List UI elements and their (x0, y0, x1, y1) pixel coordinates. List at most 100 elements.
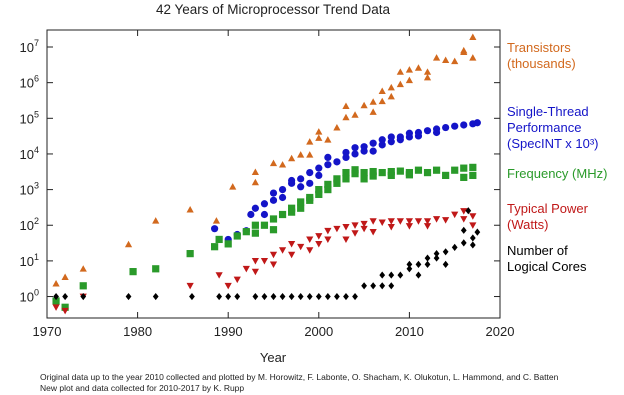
y-tick-label: 102 (20, 216, 39, 233)
point (360, 225, 368, 233)
point (269, 196, 278, 204)
point (423, 223, 432, 230)
point (229, 183, 237, 190)
point (469, 241, 476, 249)
point (315, 241, 323, 248)
point (360, 143, 368, 151)
point (269, 261, 278, 268)
point (424, 260, 431, 268)
point (465, 207, 472, 215)
point (396, 80, 404, 88)
point (211, 225, 219, 233)
legend-label: Number of Logical Cores (507, 243, 587, 274)
point (324, 180, 332, 188)
legend-label: Single-Thread Performance (SpecINT x 10³… (507, 104, 599, 151)
point (360, 168, 368, 177)
point (251, 178, 259, 186)
point (369, 172, 377, 180)
point (388, 271, 395, 279)
point (297, 175, 305, 183)
point (288, 154, 296, 162)
point (216, 292, 223, 301)
point (379, 271, 386, 279)
point (342, 168, 350, 177)
point (62, 292, 68, 301)
y-tick-base: 10 (20, 40, 34, 55)
point (387, 223, 395, 231)
y-tick-exponent: 0 (34, 288, 39, 298)
y-tick-base: 10 (20, 218, 34, 233)
point (306, 236, 314, 244)
point (315, 128, 323, 135)
point (315, 164, 323, 172)
footnote: Original data up to the year 2010 collec… (40, 372, 559, 382)
point (415, 260, 422, 268)
point (297, 198, 305, 206)
point (52, 297, 60, 305)
y-tick-base: 10 (20, 76, 34, 91)
point (260, 210, 269, 219)
point (423, 168, 432, 177)
point (378, 219, 386, 227)
point (406, 265, 413, 273)
y-tick-exponent: 5 (34, 109, 39, 119)
point (269, 226, 278, 234)
point (378, 168, 386, 177)
point (361, 282, 367, 290)
point (351, 170, 359, 178)
point (152, 265, 160, 273)
point (278, 247, 287, 254)
point (306, 247, 314, 254)
point (79, 282, 87, 290)
y-tick-label: 107 (20, 38, 39, 55)
point (423, 127, 432, 135)
point (288, 176, 296, 185)
point (212, 217, 221, 224)
point (423, 73, 432, 81)
point (396, 68, 404, 75)
point (460, 173, 468, 181)
point (351, 222, 359, 229)
point (315, 134, 323, 141)
point (396, 218, 404, 225)
point (324, 236, 332, 244)
point (342, 223, 350, 231)
point (351, 150, 359, 158)
y-tick-base: 10 (20, 290, 34, 305)
point (388, 282, 395, 290)
point (215, 235, 223, 244)
point (405, 66, 413, 73)
point (369, 218, 377, 225)
point (288, 204, 296, 212)
point (270, 292, 277, 301)
point (306, 179, 314, 187)
point (469, 213, 477, 220)
point (370, 282, 377, 290)
point (278, 210, 287, 219)
point (251, 204, 259, 212)
point (288, 292, 295, 301)
point (224, 282, 232, 290)
y-tick-exponent: 4 (34, 145, 39, 155)
point (460, 239, 467, 247)
point (125, 292, 132, 301)
point (451, 243, 458, 251)
y-tick-base: 10 (20, 254, 34, 269)
point (334, 292, 340, 301)
x-tick-label: 1970 (33, 324, 62, 339)
point (442, 248, 449, 256)
point (387, 167, 395, 176)
y-tick-exponent: 1 (34, 252, 39, 262)
point (469, 54, 477, 61)
point (211, 243, 219, 251)
point (324, 136, 332, 143)
point (405, 171, 413, 179)
point (369, 139, 377, 147)
point (251, 168, 259, 175)
point (469, 222, 477, 229)
point (61, 273, 69, 281)
point (469, 234, 476, 242)
y-tick-label: 105 (20, 109, 39, 126)
point (433, 254, 440, 262)
x-tick-label: 2000 (304, 324, 333, 339)
